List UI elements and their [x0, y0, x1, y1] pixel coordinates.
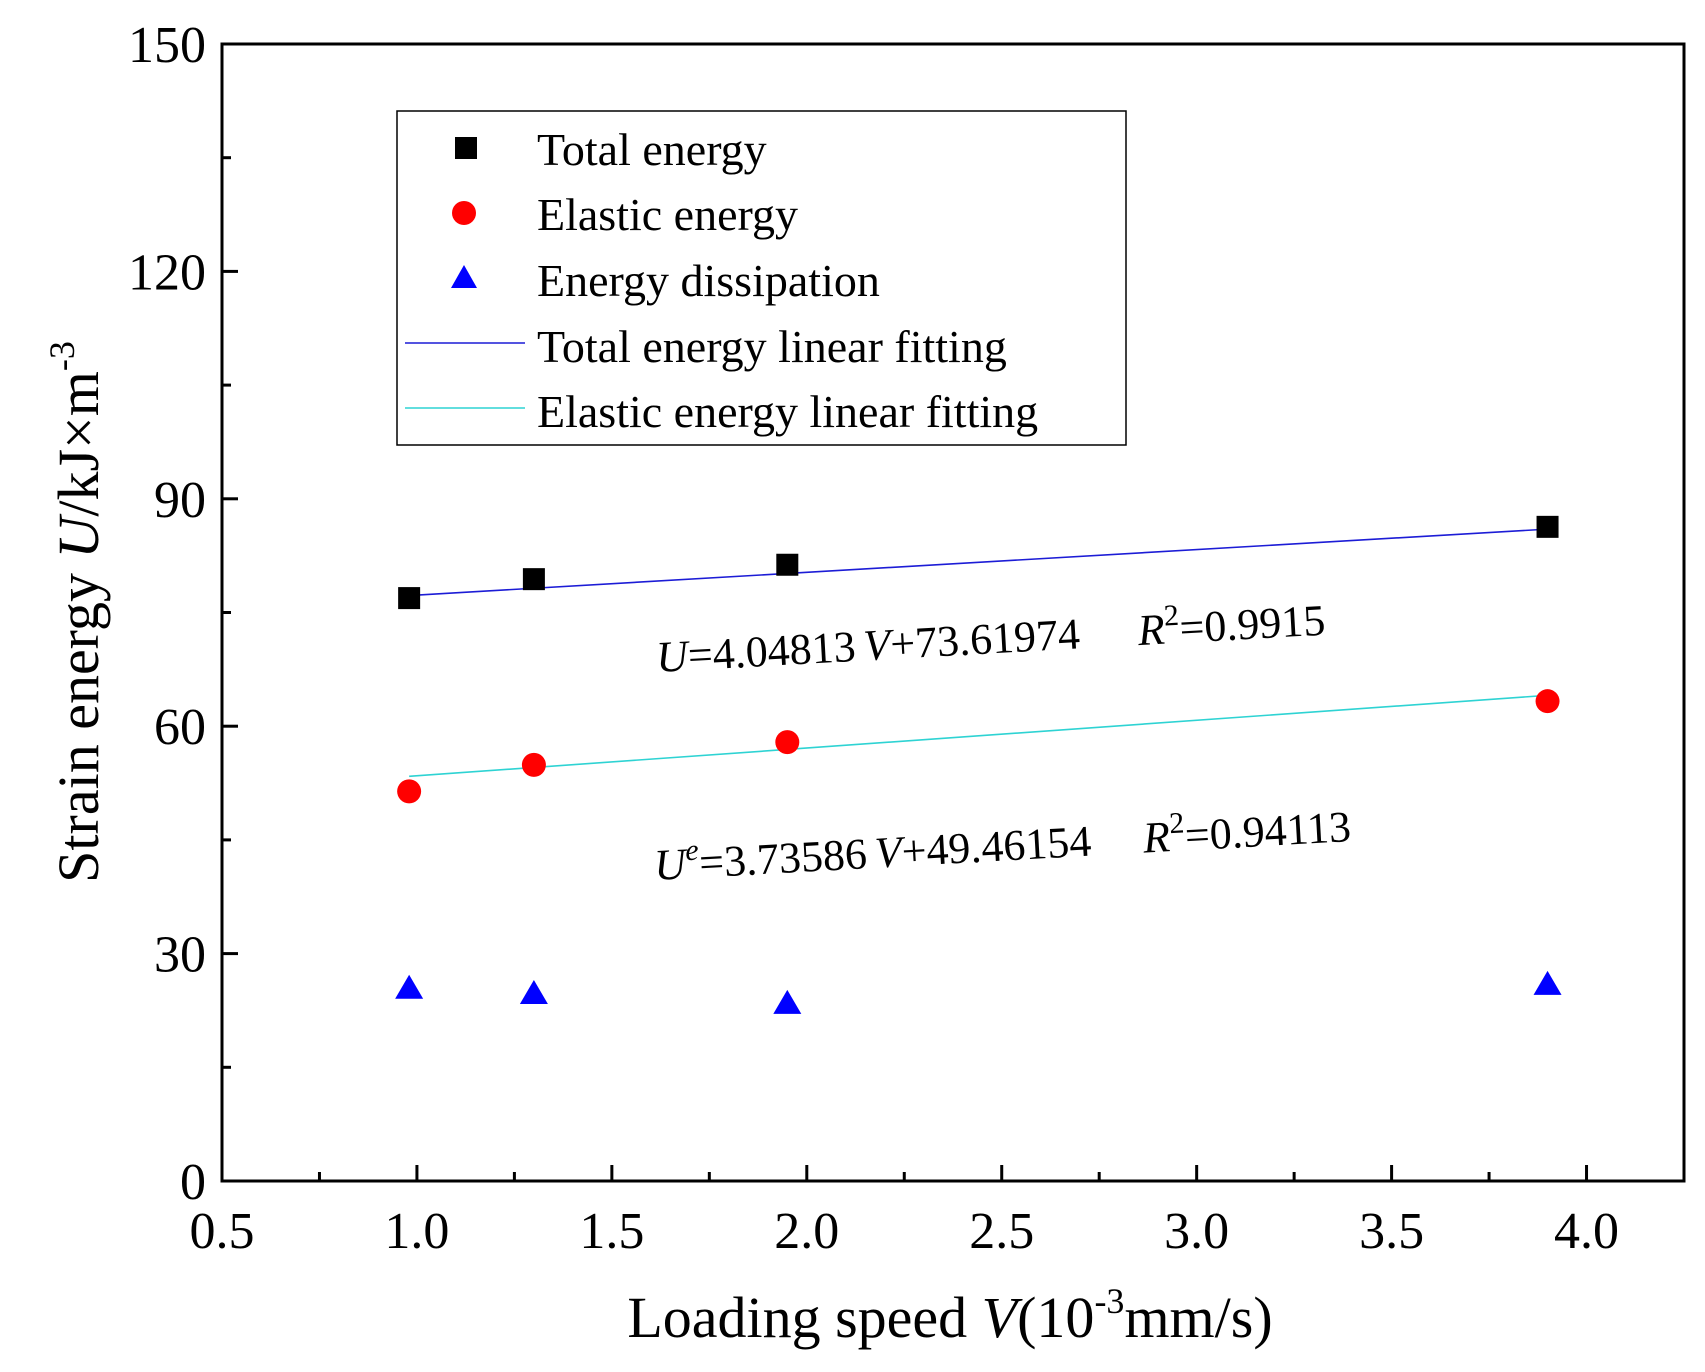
x-tick-label: 0.5	[190, 1203, 255, 1260]
elastic-energy-equation: Ue=3.73586 V+49.46154 R2=0.94113	[653, 797, 1353, 890]
legend-label-total-energy: Total energy	[537, 124, 767, 175]
elastic-energy-fit-line	[409, 694, 1548, 778]
energy-dissipation-point	[519, 980, 548, 1005]
x-axis-title: Loading speed V(10-3mm/s)	[627, 1281, 1272, 1350]
legend-marker-total-energy	[455, 137, 477, 159]
legend: Total energy Elastic energy Energy dissi…	[396, 110, 1127, 446]
elastic-energy-point	[775, 730, 800, 755]
legend-label-elastic-fit: Elastic energy linear fitting	[537, 386, 1038, 437]
y-axis-title: Strain energy U/kJ×m-3	[42, 341, 111, 883]
y-tick-label: 30	[154, 927, 206, 984]
energy-dissipation-point	[395, 974, 424, 999]
legend-label-elastic-energy: Elastic energy	[537, 189, 798, 240]
x-tick-label: 1.5	[579, 1203, 644, 1260]
total-energy-equation: U=4.04813 V+73.61974 R2=0.9915	[655, 591, 1327, 682]
x-tick-label: 3.5	[1359, 1203, 1424, 1260]
legend-marker-elastic-energy	[452, 201, 476, 225]
x-tick-label: 2.5	[969, 1203, 1034, 1260]
data-markers	[395, 515, 1562, 1014]
y-tick-label: 150	[128, 17, 206, 74]
x-tick-label: 4.0	[1554, 1203, 1619, 1260]
elastic-energy-point	[521, 752, 546, 777]
energy-dissipation-point	[773, 989, 802, 1014]
total-energy-fit-line	[409, 528, 1548, 597]
legend-marker-energy-dissipation	[451, 265, 477, 288]
x-tick-label: 1.0	[384, 1203, 449, 1260]
axis-ticks	[220, 42, 1589, 1183]
total-energy-point	[776, 553, 799, 576]
legend-label-energy-dissipation: Energy dissipation	[537, 255, 880, 306]
legend-label-total-fit: Total energy linear fitting	[537, 321, 1007, 372]
x-tick-label: 2.0	[774, 1203, 839, 1260]
x-tick-label: 3.0	[1164, 1203, 1229, 1260]
legend-box	[396, 110, 1127, 446]
elastic-energy-point	[1535, 689, 1560, 714]
y-tick-label: 120	[128, 244, 206, 301]
fit-lines	[409, 528, 1548, 778]
energy-dissipation-point	[1533, 970, 1562, 995]
tick-labels: 0.5 1.0 1.5 2.0 2.5 3.0 3.5 4.0 0 30 60 90 120 150	[128, 17, 1619, 1260]
total-energy-point	[398, 587, 421, 610]
total-energy-point	[1536, 515, 1559, 538]
y-tick-label: 60	[154, 699, 206, 756]
y-tick-label: 0	[180, 1154, 206, 1211]
y-tick-label: 90	[154, 472, 206, 529]
elastic-energy-point	[397, 779, 422, 804]
total-energy-point	[522, 568, 545, 591]
